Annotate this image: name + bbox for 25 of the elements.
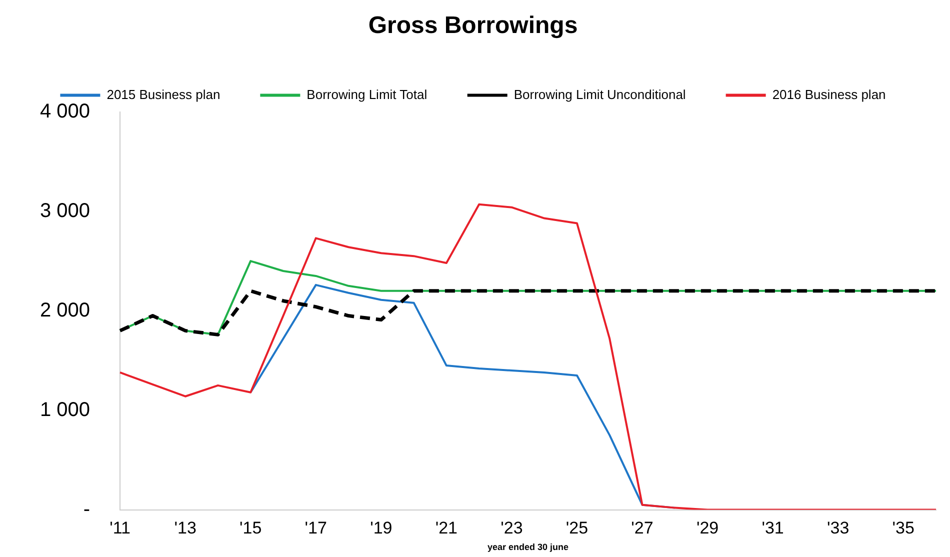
legend-label: Borrowing Limit Total xyxy=(306,86,428,102)
x-tick-label: '25 xyxy=(566,518,588,538)
x-tick-label: '29 xyxy=(696,518,719,538)
x-tick-label: '27 xyxy=(631,518,654,538)
y-tick-label: 1 000 xyxy=(40,398,90,421)
x-axis-title: year ended 30 june xyxy=(488,542,569,552)
x-tick-label: '11 xyxy=(110,518,130,538)
x-tick-label: '13 xyxy=(174,518,196,538)
x-tick-label: '31 xyxy=(762,518,784,538)
x-tick-label: '35 xyxy=(892,518,914,538)
y-tick-label: 2 000 xyxy=(40,299,90,322)
x-tick-label: '17 xyxy=(304,518,327,538)
y-tick-label: - xyxy=(83,498,90,520)
x-tick-label: '19 xyxy=(370,518,392,538)
legend-label: Borrowing Limit Unconditional xyxy=(514,86,686,102)
x-tick-label: '15 xyxy=(240,518,262,538)
x-tick-label: '23 xyxy=(500,518,523,538)
x-tick-label: '21 xyxy=(435,518,458,538)
line-series xyxy=(118,289,938,336)
x-tick-label: '33 xyxy=(827,518,850,538)
y-tick-label: 4 000 xyxy=(40,100,90,122)
y-tick-label: 3 000 xyxy=(40,200,90,222)
legend-label: 2015 Business plan xyxy=(106,86,220,102)
legend-label: 2016 Business plan xyxy=(772,86,886,102)
chart-title: Gross Borrowings xyxy=(368,12,578,40)
